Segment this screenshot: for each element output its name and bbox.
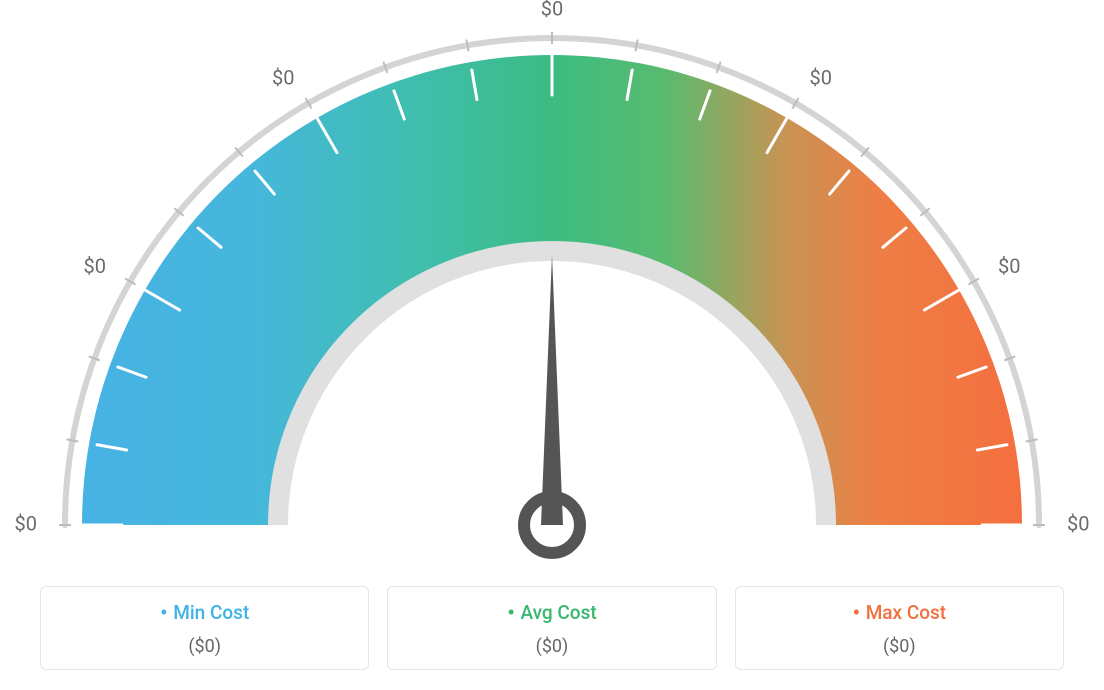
legend-row: Min Cost ($0) Avg Cost ($0) Max Cost ($0… [40, 586, 1064, 670]
gauge-scale-label: $0 [810, 65, 832, 89]
legend-value-max: ($0) [746, 636, 1053, 657]
legend-item-max: Max Cost ($0) [735, 586, 1064, 670]
legend-value-avg: ($0) [398, 636, 705, 657]
gauge-scale-label: $0 [15, 511, 37, 535]
cost-gauge-widget: $0 $0 $0 $0 $0 $0 $0 Min Cost ($0) Avg Cost ($… [0, 0, 1104, 690]
gauge-svg: $0 $0 $0 $0 $0 $0 $0 [0, 0, 1104, 560]
gauge-scale-label: $0 [998, 254, 1020, 278]
legend-item-avg: Avg Cost ($0) [387, 586, 716, 670]
legend-value-min: ($0) [51, 636, 358, 657]
legend-label-min: Min Cost [51, 601, 358, 626]
gauge-area: $0 $0 $0 $0 $0 $0 $0 [0, 0, 1104, 560]
gauge-scale-label: $0 [272, 65, 294, 89]
legend-label-avg: Avg Cost [398, 601, 705, 626]
legend-item-min: Min Cost ($0) [40, 586, 369, 670]
gauge-needle [541, 255, 563, 525]
gauge-scale-label: $0 [84, 254, 106, 278]
gauge-scale-label: $0 [541, 0, 563, 20]
gauge-scale-label: $0 [1067, 511, 1089, 535]
legend-label-max: Max Cost [746, 601, 1053, 626]
